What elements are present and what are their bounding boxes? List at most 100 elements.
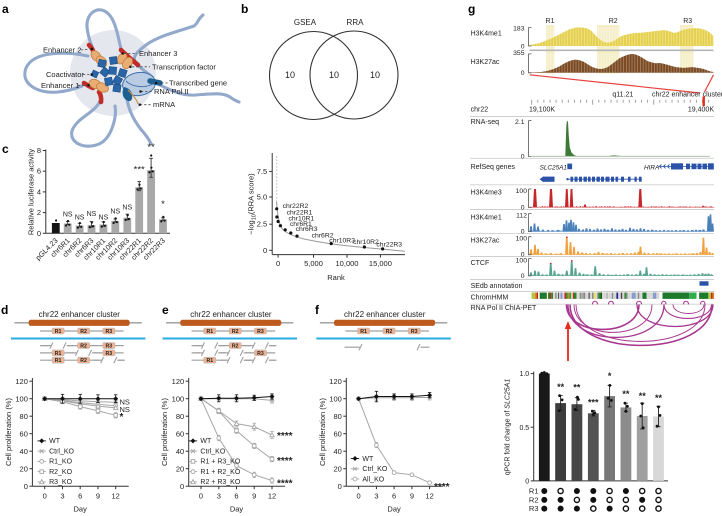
svg-text:chr22: chr22	[471, 107, 489, 114]
svg-text:**: **	[573, 383, 581, 393]
svg-text:R2: R2	[80, 358, 87, 364]
svg-text:NS: NS	[120, 405, 130, 414]
svg-text:NS: NS	[87, 211, 97, 218]
svg-text:5,000: 5,000	[304, 259, 323, 268]
svg-text:RNA Pol II: RNA Pol II	[154, 87, 189, 96]
svg-text:*: *	[120, 412, 124, 423]
svg-text:GSEA: GSEA	[294, 18, 317, 27]
svg-text:Day: Day	[387, 505, 401, 514]
svg-text:mRNA: mRNA	[153, 100, 175, 109]
svg-text:R1_KO: R1_KO	[49, 459, 73, 466]
svg-text:H3K4me3: H3K4me3	[471, 190, 502, 197]
svg-text:R2: R2	[80, 329, 87, 335]
svg-text:40: 40	[333, 447, 341, 456]
svg-text:g: g	[468, 2, 475, 16]
svg-text:NS: NS	[63, 212, 73, 219]
svg-text:R1: R1	[55, 329, 62, 335]
svg-text:60: 60	[176, 429, 184, 438]
svg-text:60: 60	[333, 429, 341, 438]
svg-text:**: **	[622, 389, 630, 399]
svg-text:0: 0	[521, 70, 525, 77]
svg-text:*: *	[161, 199, 165, 210]
svg-text:Ctrl_KO: Ctrl_KO	[49, 448, 74, 455]
svg-text:Cell proliferation (%): Cell proliferation (%)	[4, 398, 13, 466]
svg-text:NS: NS	[120, 398, 130, 407]
svg-text:chr22 enhancer cluster: chr22 enhancer cluster	[652, 92, 722, 99]
svg-text:100: 100	[516, 236, 528, 243]
svg-text:6: 6	[78, 492, 82, 501]
svg-text:NS: NS	[75, 215, 85, 222]
svg-text:d: d	[1, 303, 8, 317]
svg-text:80: 80	[333, 412, 341, 421]
svg-text:2.1: 2.1	[515, 119, 525, 126]
svg-text:20: 20	[20, 464, 28, 473]
svg-text:Day: Day	[230, 505, 244, 514]
svg-text:6: 6	[392, 492, 396, 501]
svg-text:0: 0	[43, 492, 47, 501]
svg-text:chr6R2: chr6R2	[312, 232, 334, 239]
svg-text:qPCR fold change of SLC25A1: qPCR fold change of SLC25A1	[505, 379, 512, 476]
svg-text:10,000: 10,000	[336, 259, 359, 268]
svg-text:2: 2	[37, 208, 41, 217]
svg-text:R3: R3	[529, 504, 539, 513]
svg-text:0: 0	[521, 44, 525, 51]
svg-text:q11.21: q11.21	[612, 92, 633, 99]
svg-text:R2: R2	[80, 344, 87, 350]
svg-text:3: 3	[60, 492, 64, 501]
svg-text:10: 10	[285, 70, 295, 80]
svg-text:ChromHMM: ChromHMM	[471, 295, 509, 302]
svg-text:****: ****	[277, 479, 293, 490]
svg-text:0: 0	[180, 482, 184, 491]
svg-text:RRA: RRA	[347, 18, 365, 27]
svg-text:****: ****	[277, 431, 293, 442]
svg-text:100: 100	[172, 394, 185, 403]
svg-text:183: 183	[513, 26, 525, 33]
svg-text:R1: R1	[55, 358, 62, 364]
svg-text:chr6R1: chr6R1	[290, 221, 312, 228]
svg-text:R1: R1	[206, 358, 213, 364]
svg-text:112: 112	[516, 213, 527, 220]
svg-text:10: 10	[329, 70, 339, 80]
svg-text:c: c	[2, 142, 9, 156]
svg-text:100: 100	[516, 188, 528, 195]
svg-text:b: b	[241, 2, 248, 16]
svg-text:H3K27ac: H3K27ac	[471, 238, 500, 245]
svg-text:**: **	[639, 391, 647, 401]
svg-text:100: 100	[516, 258, 528, 265]
svg-text:RNA-seq: RNA-seq	[471, 119, 500, 126]
svg-text:R2: R2	[386, 329, 393, 335]
svg-text:5.0: 5.0	[257, 193, 267, 202]
svg-text:chr10R2: chr10R2	[353, 239, 379, 246]
svg-text:100: 100	[15, 394, 28, 403]
svg-text:SEdb annotation: SEdb annotation	[471, 283, 523, 290]
svg-text:SLC25A1: SLC25A1	[540, 164, 568, 171]
svg-text:7.5: 7.5	[257, 167, 267, 176]
svg-text:Day: Day	[74, 505, 88, 514]
svg-text:***: ***	[588, 398, 599, 408]
svg-text:H3K4me1: H3K4me1	[471, 214, 502, 221]
svg-text:e: e	[162, 303, 169, 317]
svg-text:CTCF: CTCF	[471, 260, 490, 267]
svg-text:R1 + R2_KO: R1 + R2_KO	[200, 469, 240, 476]
svg-text:R1 + R3_KO: R1 + R3_KO	[200, 459, 240, 466]
svg-text:a: a	[2, 2, 9, 16]
svg-text:Cell proliferation (%): Cell proliferation (%)	[160, 398, 169, 466]
svg-text:12: 12	[112, 492, 120, 501]
svg-text:R3: R3	[105, 351, 112, 357]
svg-text:6: 6	[37, 167, 41, 176]
svg-text:40: 40	[176, 447, 184, 456]
svg-text:H3K27ac: H3K27ac	[471, 59, 500, 66]
svg-text:R3: R3	[683, 18, 692, 25]
svg-text:RefSeq genes: RefSeq genes	[471, 164, 516, 171]
svg-text:chr10R1: chr10R1	[289, 215, 315, 222]
svg-text:80: 80	[176, 412, 184, 421]
svg-text:R3: R3	[257, 351, 264, 357]
svg-text:**: **	[147, 142, 155, 153]
svg-text:−log10(RRA score): −log10(RRA score)	[247, 173, 258, 235]
svg-text:100: 100	[329, 394, 342, 403]
svg-text:0: 0	[338, 482, 342, 491]
svg-text:0: 0	[263, 246, 267, 255]
svg-text:0: 0	[199, 492, 203, 501]
svg-text:8: 8	[37, 146, 41, 155]
svg-text:chr22 enhancer cluster: chr22 enhancer cluster	[344, 310, 426, 319]
